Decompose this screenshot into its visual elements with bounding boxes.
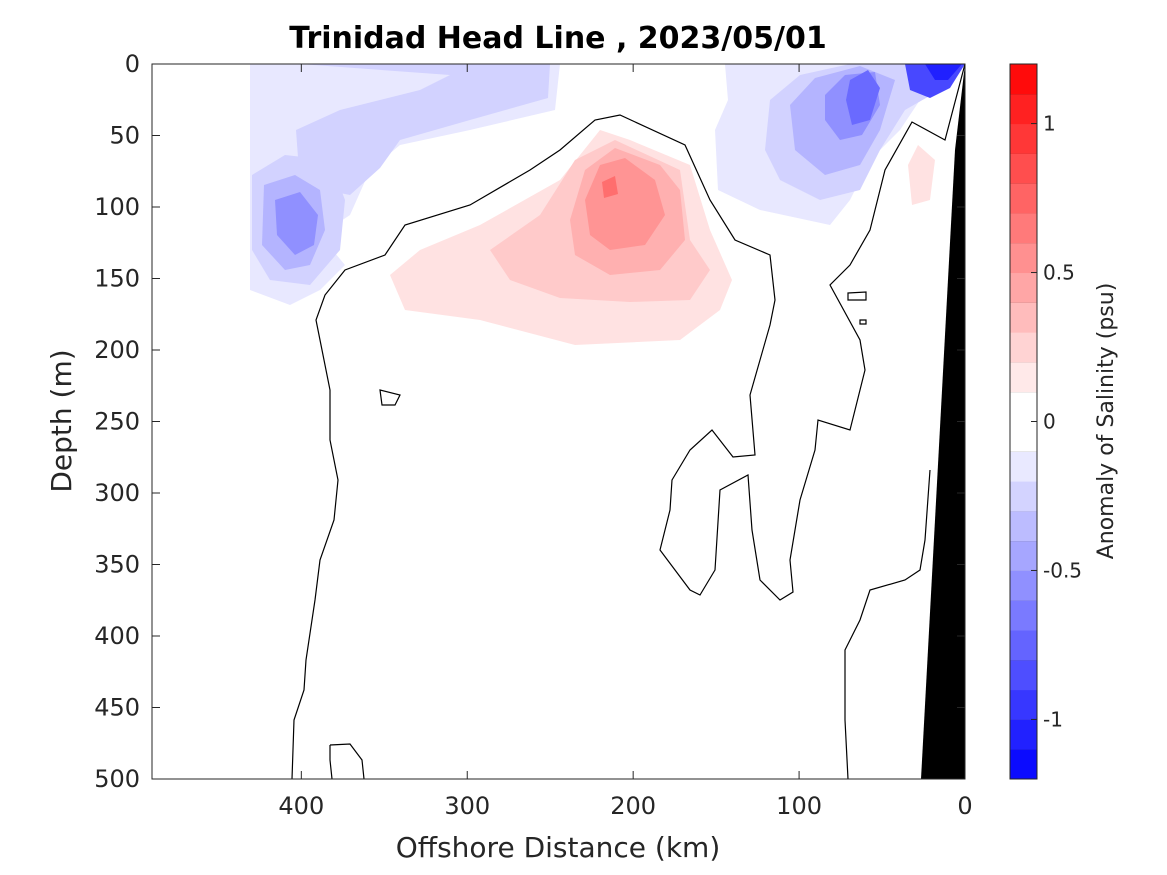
y-tick-label: 400	[94, 622, 140, 650]
colorbar-tick-label: 0	[1043, 410, 1056, 434]
y-tick-label: 0	[125, 50, 140, 78]
x-tick-label: 100	[776, 792, 822, 820]
y-tick-label: 250	[94, 408, 140, 436]
colorbar-bin	[1010, 451, 1037, 482]
colorbar: 1 0.5 0 -0.5 -1	[1009, 63, 1082, 780]
y-tick-label: 200	[94, 336, 140, 364]
plot-area	[152, 64, 965, 779]
colorbar-label: Anomaly of Salinity (psu)	[1094, 283, 1119, 560]
colorbar-bin	[1010, 391, 1037, 422]
y-tick-label: 50	[109, 122, 140, 150]
colorbar-tick-label: -1	[1043, 707, 1063, 731]
colorbar-bin	[1010, 630, 1037, 661]
colorbar-bin	[1010, 749, 1037, 780]
neg-contour-fill-0p6-east	[846, 70, 880, 125]
x-axis-ticks: 400 300 200 100 0	[278, 64, 973, 820]
colorbar-tick-label: 1	[1043, 112, 1056, 136]
zero-contour-island-4	[859, 319, 867, 325]
y-axis-label: Depth (m)	[45, 349, 78, 492]
x-tick-label: 200	[610, 792, 656, 820]
x-axis-label: Offshore Distance (km)	[396, 831, 721, 864]
y-axis-ticks: 0 50 100 150 200 250 300 350 400 450 500	[94, 50, 965, 793]
colorbar-bin	[1010, 600, 1037, 631]
zero-contour-island-3	[847, 291, 867, 301]
colorbar-bin	[1010, 510, 1037, 542]
chart-title: Trinidad Head Line , 2023/05/01	[289, 21, 826, 56]
colorbar-bin	[1010, 481, 1037, 512]
colorbar-bin	[1010, 93, 1037, 125]
colorbar-tick-label: -0.5	[1043, 558, 1082, 582]
y-tick-label: 100	[94, 193, 140, 221]
zero-contour-main	[291, 64, 965, 779]
y-tick-label: 450	[94, 694, 140, 722]
pos-contour-fill-0p1-nearshore	[908, 145, 935, 205]
y-tick-label: 150	[94, 265, 140, 293]
colorbar-bin	[1010, 421, 1037, 452]
colorbar-bin	[1010, 719, 1037, 750]
colorbar-bin	[1010, 183, 1037, 214]
axes: 400 300 200 100 0 0 50 100 150 200 250 300 350 400 45…	[94, 50, 972, 820]
colorbar-bin	[1010, 242, 1037, 274]
colorbar-bin	[1010, 332, 1037, 363]
neg-contour-fill-0p2	[296, 64, 550, 195]
colorbar-bin	[1010, 64, 1037, 95]
neg-contour-fill-1p0-nearshore	[925, 64, 962, 80]
colorbar-bin	[1010, 540, 1037, 571]
x-tick-label: 400	[278, 792, 324, 820]
colorbar-bin	[1010, 153, 1037, 184]
colorbar-bin	[1010, 123, 1037, 154]
colorbar-bin	[1010, 689, 1037, 720]
neg-contour-fill-0p4	[275, 192, 318, 255]
colorbar-bin	[1010, 659, 1037, 691]
y-tick-label: 300	[94, 479, 140, 507]
colorbar-bin	[1010, 570, 1037, 601]
colorbar-bin	[1010, 272, 1037, 303]
zero-contour-lines	[291, 64, 965, 779]
zero-contour-island-1	[379, 389, 401, 406]
pos-contour-fill-0p6	[602, 176, 618, 198]
x-tick-label: 300	[444, 792, 490, 820]
x-tick-label: 0	[957, 792, 972, 820]
y-tick-label: 350	[94, 551, 140, 579]
positive-anomaly-region	[390, 130, 935, 345]
colorbar-bin	[1010, 361, 1037, 393]
bathymetry-wedge	[921, 64, 965, 779]
colorbar-tick-label: 0.5	[1043, 261, 1075, 285]
colorbar-bin	[1010, 302, 1037, 333]
colorbar-bin	[1010, 212, 1037, 244]
y-tick-label: 500	[94, 765, 140, 793]
zero-contour-island-2	[329, 743, 365, 779]
negative-anomaly-region	[250, 64, 965, 305]
zero-contour-east-branch	[844, 469, 931, 779]
